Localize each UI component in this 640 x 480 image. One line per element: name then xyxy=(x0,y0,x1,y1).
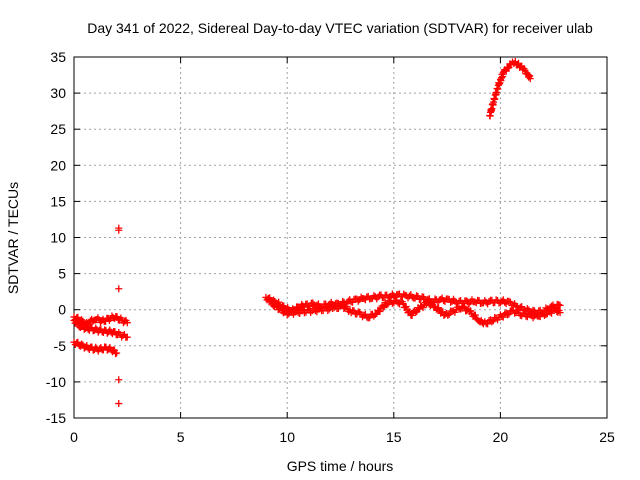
x-tick-label: 0 xyxy=(70,429,78,445)
axis-ticks: 0 5 10 15 20 25 -15 -10 -5 0 5 10 15 20 25 30 35 xyxy=(46,49,615,445)
x-tick-label: 10 xyxy=(279,429,295,445)
y-tick-label: -5 xyxy=(54,338,67,354)
y-tick-label: 15 xyxy=(50,193,66,209)
y-tick-label: -10 xyxy=(46,374,66,390)
y-tick-label: 10 xyxy=(50,230,66,246)
series-early-middle xyxy=(70,317,131,341)
series-evening-arc xyxy=(486,58,534,120)
y-axis-label: SDTVAR / TECUs xyxy=(5,182,21,294)
y-tick-label: 30 xyxy=(50,85,66,101)
y-tick-label: 25 xyxy=(50,121,66,137)
x-axis-label: GPS time / hours xyxy=(287,458,394,474)
series-isolated xyxy=(115,224,123,408)
plot-frame xyxy=(73,56,608,419)
series-early-upper xyxy=(70,312,131,328)
y-tick-label: 5 xyxy=(58,266,66,282)
data-points xyxy=(70,58,564,408)
x-tick-label: 20 xyxy=(493,429,509,445)
series-midday-secondary xyxy=(264,295,564,328)
y-tick-label: 20 xyxy=(50,157,66,173)
y-tick-label: 35 xyxy=(50,49,66,65)
chart-title: Day 341 of 2022, Sidereal Day-to-day VTE… xyxy=(87,20,593,36)
x-tick-label: 25 xyxy=(599,429,615,445)
series-early-lower xyxy=(70,338,121,358)
y-tick-label: 0 xyxy=(58,302,66,318)
x-tick-label: 15 xyxy=(386,429,402,445)
x-tick-label: 5 xyxy=(177,429,185,445)
grid xyxy=(74,57,607,418)
y-tick-label: -15 xyxy=(46,410,66,426)
